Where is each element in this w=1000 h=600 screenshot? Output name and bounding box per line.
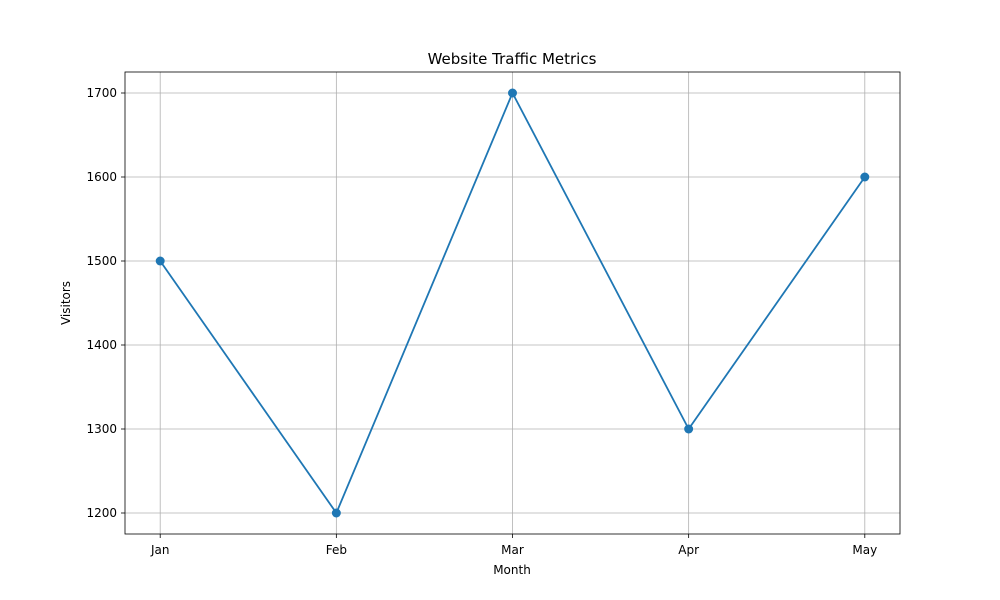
y-tick-label: 1400 xyxy=(86,338,117,352)
y-axis-label: Visitors xyxy=(59,281,73,325)
grid xyxy=(125,72,900,534)
data-point xyxy=(860,172,870,182)
x-tick-label: Mar xyxy=(501,543,524,557)
data-point xyxy=(155,256,165,266)
x-tick-label: Jan xyxy=(150,543,170,557)
data-point xyxy=(331,508,341,518)
y-tick-label: 1700 xyxy=(86,86,117,100)
chart-title: Website Traffic Metrics xyxy=(428,50,597,68)
y-tick-label: 1200 xyxy=(86,506,117,520)
series-layer xyxy=(155,88,870,518)
x-axis-label: Month xyxy=(493,563,531,577)
x-tick-label: May xyxy=(852,543,877,557)
ticks: Jan Feb Mar Apr May 1200 1300 1400 1500 1600 1700 xyxy=(86,86,877,557)
y-tick-label: 1600 xyxy=(86,170,117,184)
x-tick-label: Feb xyxy=(326,543,347,557)
y-tick-label: 1300 xyxy=(86,422,117,436)
y-tick-label: 1500 xyxy=(86,254,117,268)
data-point xyxy=(508,88,517,98)
x-tick-label: Apr xyxy=(678,543,699,557)
data-point xyxy=(684,424,694,434)
